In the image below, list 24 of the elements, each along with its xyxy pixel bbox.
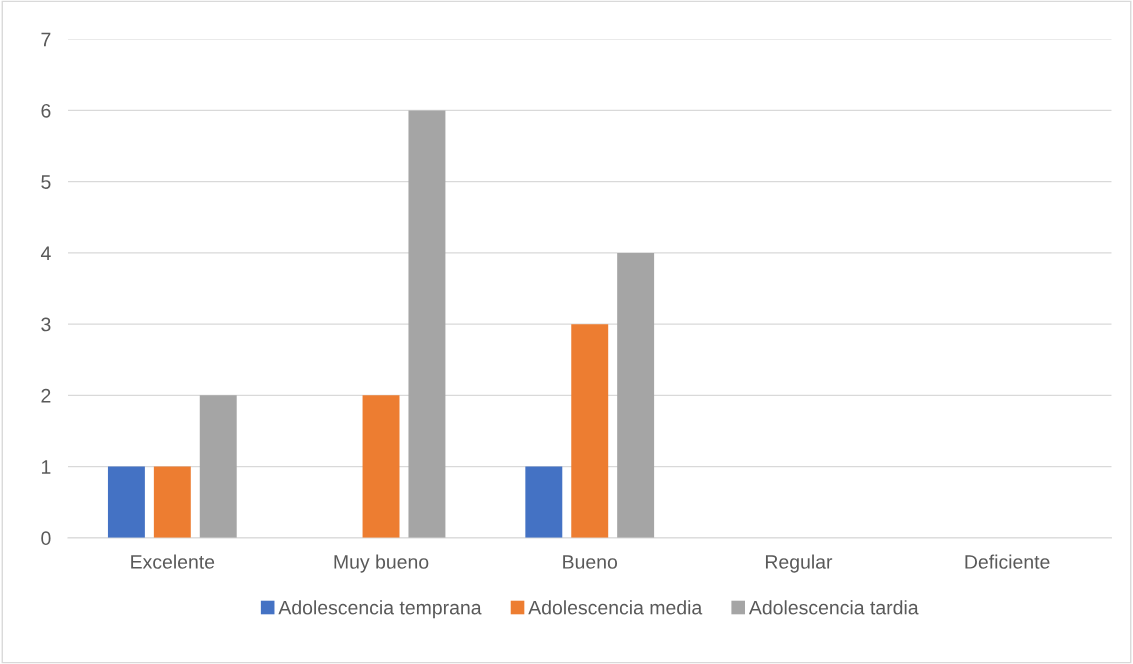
x-tick-label: Deficiente bbox=[965, 554, 1050, 569]
x-tick-label: Excelente bbox=[131, 554, 215, 569]
bar bbox=[199, 395, 237, 538]
y-tick-label: 6 bbox=[41, 103, 51, 118]
y-tick-label: 4 bbox=[40, 246, 51, 260]
y-tick-label: 7 bbox=[41, 32, 51, 47]
x-tick-label: Muy bueno bbox=[334, 554, 429, 573]
y-tick-label: 2 bbox=[41, 388, 51, 403]
y-tick-label: 3 bbox=[41, 317, 51, 332]
legend-label: Adolescencia media bbox=[528, 600, 703, 615]
bar bbox=[617, 252, 655, 538]
y-tick-label: 1 bbox=[41, 460, 51, 474]
y-tick-label: 0 bbox=[41, 531, 51, 546]
x-tick-label: Regular bbox=[765, 554, 833, 573]
bar bbox=[525, 466, 563, 538]
y-tick-label: 5 bbox=[41, 175, 51, 189]
x-tick-label: Bueno bbox=[563, 555, 618, 569]
bar bbox=[362, 395, 400, 538]
bar bbox=[408, 110, 446, 538]
bar bbox=[153, 466, 191, 538]
bar bbox=[107, 466, 145, 538]
legend-label: Adolescencia temprana bbox=[278, 600, 482, 619]
bar bbox=[571, 324, 609, 538]
legend-label: Adolescencia tardia bbox=[748, 600, 919, 615]
